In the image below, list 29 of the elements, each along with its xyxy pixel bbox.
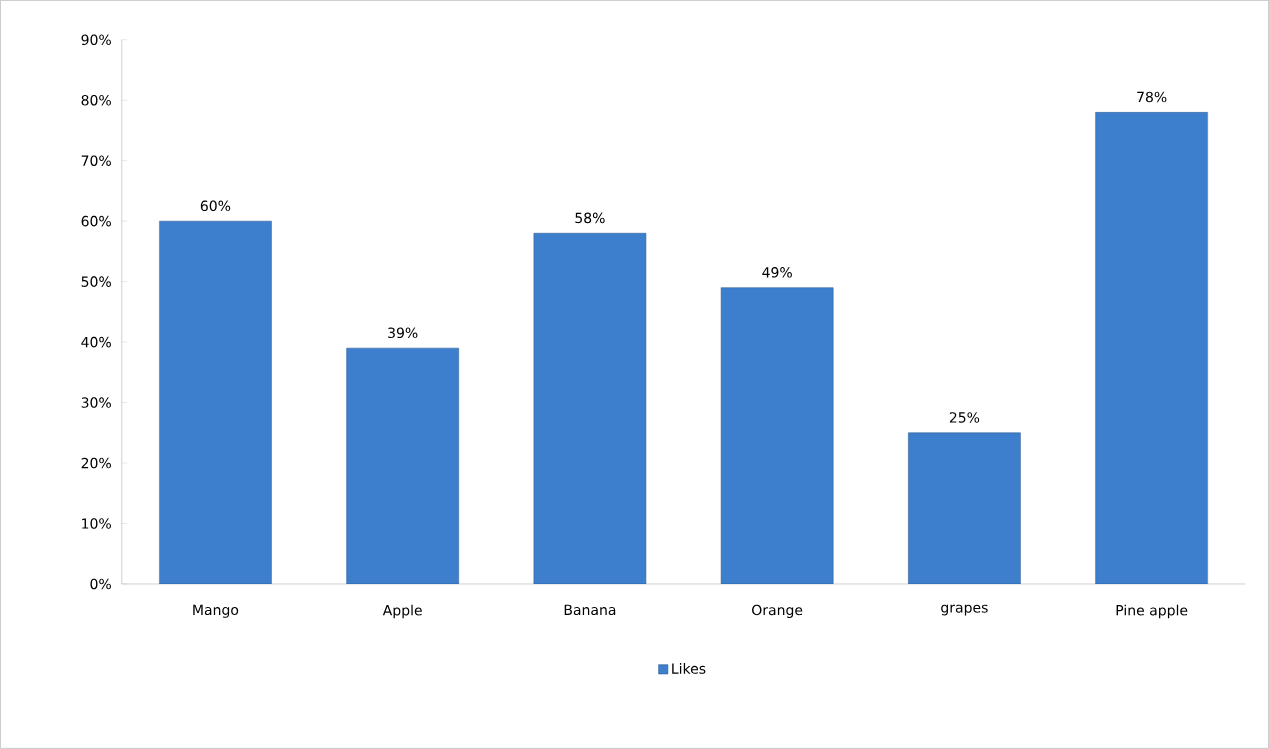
y-tick-label: 10% [82,518,111,529]
x-tick-label: Pine apple [1116,604,1188,619]
bar [533,233,647,585]
bar [720,287,834,585]
data-label: 78% [1137,91,1167,103]
y-tick-label: 80% [81,95,111,106]
data-label: 25% [949,412,980,423]
data-label: 60% [200,200,231,212]
y-tick-label: 30% [81,397,111,408]
y-tick-label: 60% [81,215,111,227]
bar [346,347,459,585]
y-tick-label: 50% [81,276,111,288]
data-label: 39% [388,327,418,339]
x-tick-label: Orange [752,604,803,619]
data-label: 58% [575,212,605,224]
y-tick-label: 0% [90,578,111,590]
y-tick-label: 70% [81,155,111,167]
x-tick-label: Apple [382,604,422,619]
bar [908,432,1021,585]
data-label: 49% [762,267,792,278]
x-tick-label: grapes [941,604,988,616]
bar [1095,112,1208,585]
x-tick-label: Mango [193,604,239,618]
x-tick-label: Banana [564,604,616,616]
y-tick-label: 90% [81,34,111,46]
y-tick-label: 20% [81,457,111,469]
bar [159,220,272,585]
legend-label: Likes [672,663,706,674]
y-tick-label: 40% [81,336,111,348]
